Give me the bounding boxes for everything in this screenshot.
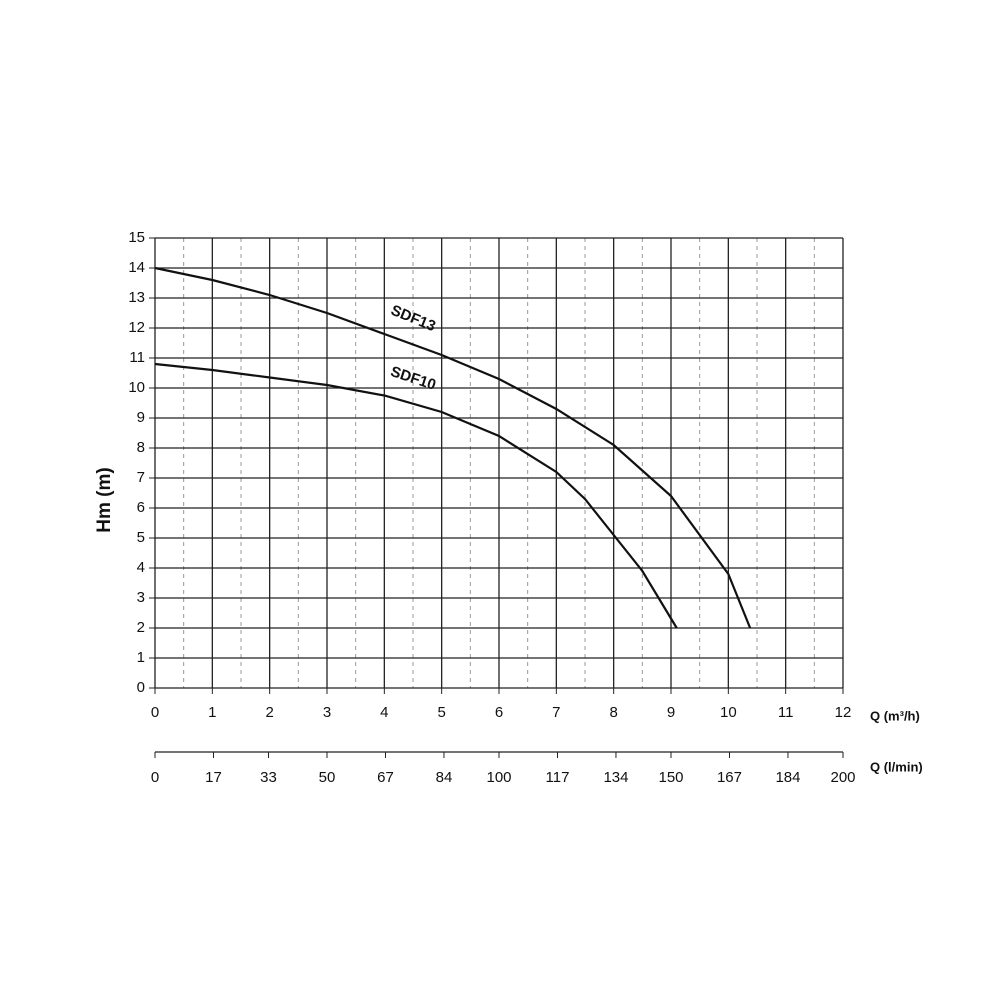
x2-tick-label: 50 (319, 769, 336, 786)
x2-tick-label: 117 (546, 769, 570, 786)
x-tick-label: 9 (667, 704, 675, 721)
y-tick-label: 1 (137, 649, 145, 666)
x2-tick-label: 17 (205, 769, 222, 786)
x2-tick-label: 200 (830, 769, 855, 786)
y-axis-label: Hm (m) (94, 467, 115, 532)
y-tick-label: 5 (137, 529, 145, 546)
x2-tick-label: 184 (775, 769, 800, 786)
y-tick-label: 13 (128, 289, 145, 306)
x2-axis-label: Q (l/min) (870, 759, 923, 774)
y-tick-label: 6 (137, 499, 145, 516)
y-tick-label: 8 (137, 439, 145, 456)
curve (154, 362, 678, 629)
y-tick-label: 0 (137, 679, 145, 696)
x-tick-label: 4 (380, 704, 388, 721)
y-tick-label: 14 (128, 259, 145, 276)
x-tick-label: 8 (609, 704, 617, 721)
x-tick-label: 11 (778, 704, 794, 721)
x2-tick-label: 33 (260, 769, 277, 786)
y-tick-label: 7 (137, 469, 145, 486)
x2-tick-label: 150 (658, 769, 683, 786)
y-tick-label: 15 (128, 229, 145, 246)
curve (154, 266, 752, 629)
x-tick-label: 2 (265, 704, 273, 721)
x2-tick-label: 167 (717, 769, 742, 786)
x2-tick-label: 67 (377, 769, 394, 786)
y-tick-label: 4 (137, 559, 145, 576)
y-tick-label: 12 (128, 319, 145, 336)
x-tick-label: 5 (437, 704, 445, 721)
x-tick-label: 0 (151, 704, 159, 721)
series-label: SDF13 (388, 302, 438, 335)
x-tick-label: 12 (835, 704, 852, 721)
y-tick-label: 11 (129, 349, 145, 366)
x-axis-label: Q (m³/h) (870, 708, 920, 723)
x2-tick-label: 0 (151, 769, 159, 786)
x-tick-label: 1 (208, 704, 216, 721)
x2-tick-label: 134 (603, 769, 628, 786)
y-tick-label: 3 (137, 589, 145, 606)
y-tick-label: 10 (128, 379, 145, 396)
x-tick-label: 3 (323, 704, 331, 721)
x2-tick-label: 84 (436, 769, 453, 786)
y-tick-label: 2 (137, 619, 145, 636)
x2-tick-label: 100 (486, 769, 511, 786)
x-tick-label: 6 (495, 704, 503, 721)
x-tick-label: 10 (720, 704, 737, 721)
x-tick-label: 7 (552, 704, 560, 721)
y-tick-label: 9 (137, 409, 145, 426)
